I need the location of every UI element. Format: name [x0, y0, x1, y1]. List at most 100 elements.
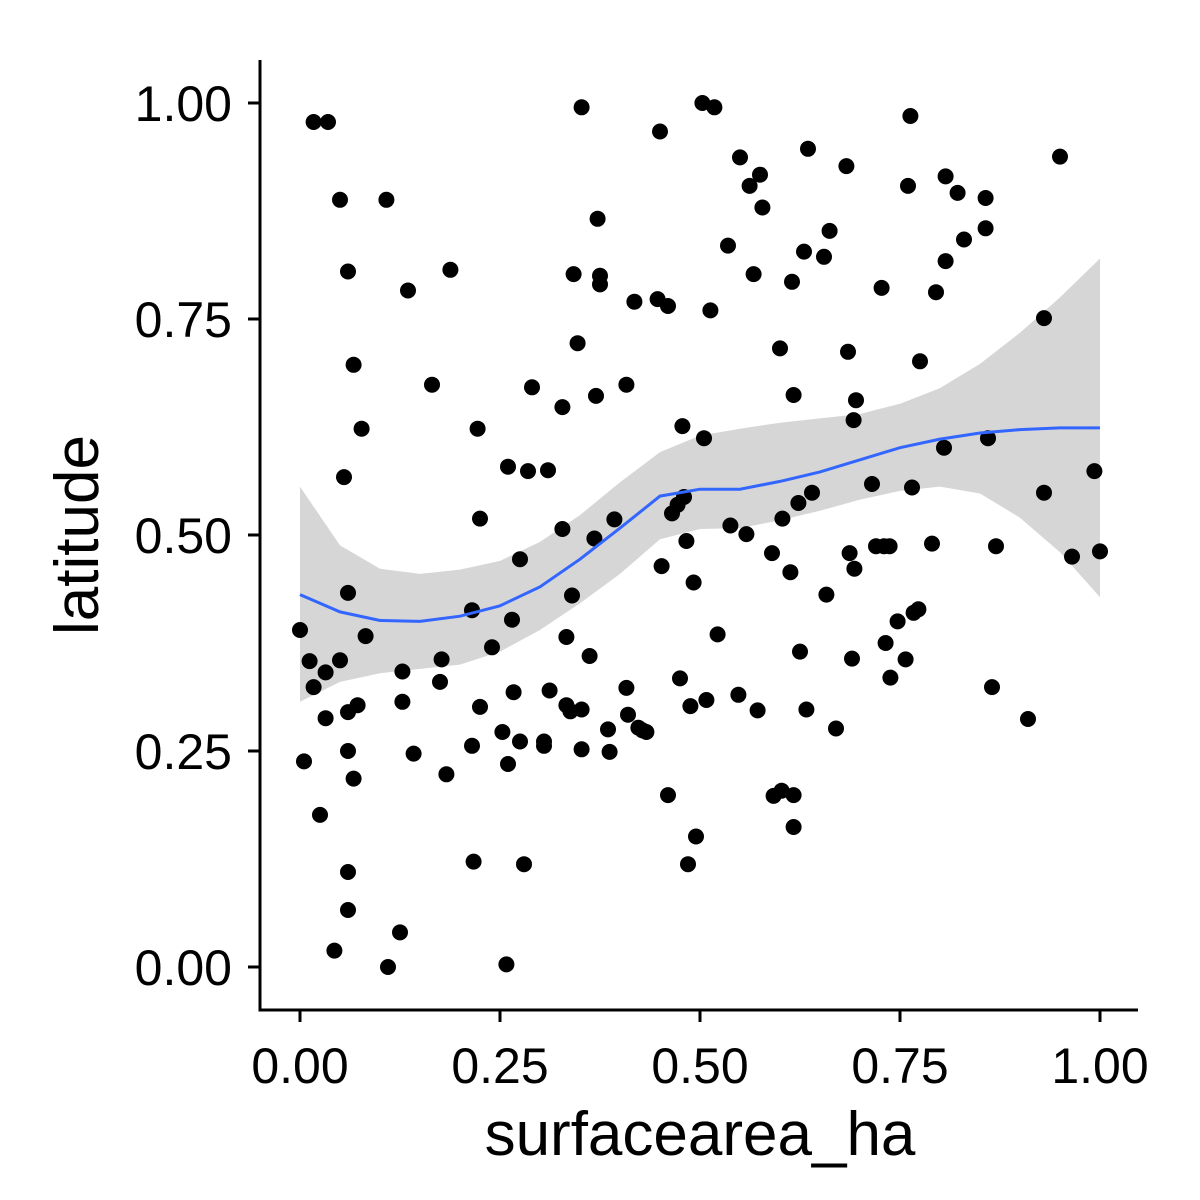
- data-point: [864, 476, 880, 492]
- data-point: [340, 263, 356, 280]
- data-point: [340, 584, 356, 601]
- data-point: [332, 652, 348, 669]
- data-point: [353, 420, 370, 437]
- data-point: [846, 560, 863, 577]
- data-point: [956, 231, 972, 248]
- data-point: [818, 586, 835, 603]
- data-point: [800, 140, 816, 157]
- data-point: [841, 545, 858, 562]
- data-point: [400, 282, 416, 299]
- data-point: [433, 651, 450, 668]
- data-point: [912, 353, 928, 370]
- data-point: [730, 686, 747, 703]
- data-point: [694, 95, 711, 111]
- data-point: [937, 253, 954, 270]
- data-point: [680, 856, 696, 873]
- data-point: [500, 756, 516, 772]
- data-point: [877, 635, 894, 651]
- data-point: [882, 669, 899, 686]
- data-point: [589, 210, 606, 227]
- data-point: [469, 420, 486, 437]
- data-point: [785, 787, 802, 804]
- data-point: [977, 190, 994, 206]
- data-point: [292, 622, 308, 638]
- data-point: [660, 298, 676, 314]
- data-point: [638, 724, 655, 740]
- data-point: [792, 643, 808, 660]
- data-point: [1092, 543, 1108, 560]
- data-point: [782, 564, 799, 581]
- data-point: [405, 745, 422, 762]
- data-point: [937, 168, 954, 185]
- data-point: [900, 177, 916, 194]
- data-point: [848, 392, 864, 409]
- y-axis-ticks: 0.00 0.25 0.50 0.75 1.00: [135, 76, 260, 996]
- data-point: [305, 679, 322, 696]
- data-point: [685, 574, 702, 591]
- data-point: [653, 558, 670, 575]
- data-point: [764, 545, 780, 562]
- data-point: [749, 702, 766, 719]
- data-point: [660, 787, 676, 804]
- data-point: [442, 261, 459, 278]
- data-point: [345, 356, 362, 373]
- data-point: [484, 639, 500, 656]
- data-point: [516, 856, 532, 873]
- data-point: [821, 222, 838, 239]
- data-point: [357, 628, 374, 645]
- data-point: [498, 956, 515, 973]
- data-point: [790, 495, 807, 511]
- y-axis-title: latitude: [43, 435, 112, 635]
- data-point: [828, 720, 844, 737]
- data-point: [626, 293, 643, 310]
- data-point: [784, 273, 800, 290]
- data-point: [988, 538, 1004, 555]
- data-point: [702, 302, 719, 319]
- data-point: [573, 741, 590, 758]
- data-point: [500, 458, 516, 475]
- data-point: [816, 248, 832, 265]
- smooth-line: [299, 426, 1100, 623]
- confidence-band-layer: [300, 258, 1100, 702]
- data-point: [588, 387, 604, 404]
- data-point: [554, 521, 571, 537]
- data-point: [688, 828, 704, 845]
- data-point: [573, 99, 590, 116]
- data-point: [1020, 711, 1036, 727]
- confidence-band: [300, 258, 1100, 702]
- data-point: [520, 463, 536, 480]
- data-point: [678, 533, 695, 549]
- data-point: [745, 266, 762, 283]
- data-point: [785, 387, 802, 403]
- data-point: [902, 108, 919, 124]
- x-tick-label: 0.00: [251, 1038, 348, 1094]
- data-point: [928, 284, 944, 301]
- data-point: [1086, 463, 1103, 480]
- data-point: [785, 819, 802, 835]
- data-point: [524, 379, 540, 396]
- data-point: [936, 439, 952, 456]
- data-point: [682, 698, 699, 715]
- data-point: [652, 123, 668, 140]
- data-point: [881, 538, 898, 555]
- data-point: [554, 399, 571, 416]
- data-point: [696, 430, 712, 447]
- data-point: [904, 479, 920, 496]
- smooth-line-layer: [299, 426, 1100, 623]
- data-point: [296, 753, 312, 770]
- data-point: [541, 682, 558, 699]
- data-point: [378, 191, 395, 208]
- data-point: [464, 737, 480, 754]
- data-point: [424, 376, 440, 393]
- data-point: [977, 220, 994, 237]
- data-point: [438, 766, 455, 783]
- data-point: [1052, 148, 1068, 165]
- data-point: [536, 737, 552, 754]
- data-point: [332, 191, 348, 208]
- x-tick-label: 0.25: [451, 1038, 548, 1094]
- data-point: [581, 648, 598, 664]
- data-point: [601, 743, 618, 760]
- data-point: [392, 924, 408, 941]
- data-point: [340, 864, 356, 880]
